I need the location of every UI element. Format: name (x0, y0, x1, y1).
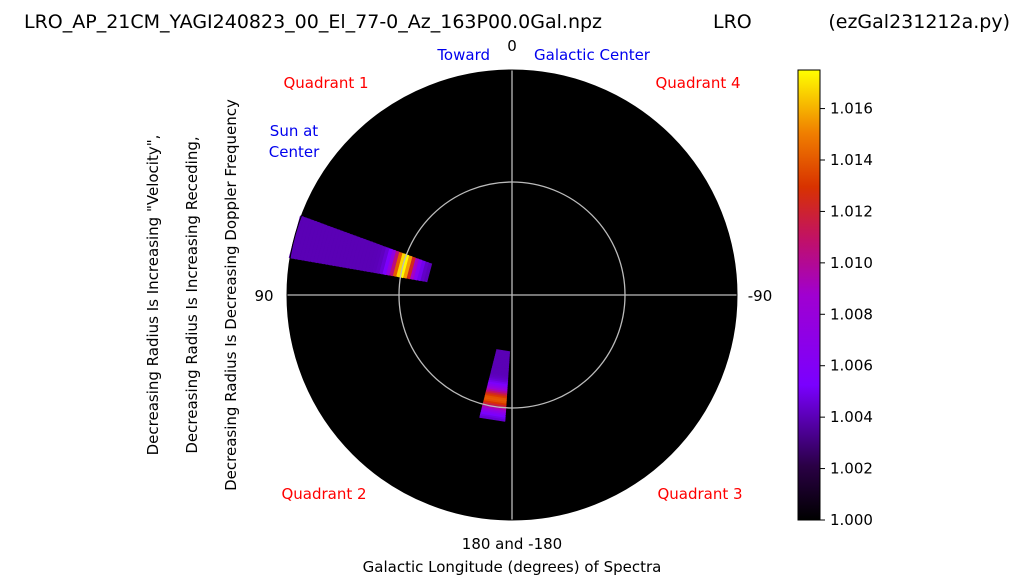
colorbar-tick-label: 1.010 (830, 254, 873, 272)
colorbar-tick-label: 1.016 (830, 100, 873, 118)
quadrant-1-label: Quadrant 1 (283, 74, 368, 92)
header-script: (ezGal231212a.py) (828, 11, 1010, 33)
spectrum-cell (479, 415, 506, 422)
quadrant-3-label: Quadrant 3 (657, 485, 742, 503)
ylabel-line-2: Decreasing Radius Is Increasing Receding… (183, 136, 201, 453)
sun-at-label: Sun at (270, 122, 318, 140)
colorbar-ticks: 1.016 1.014 1.012 1.010 1.008 1.006 1.004 1.002… (820, 100, 873, 529)
data-layer (288, 215, 511, 422)
xlabel: Galactic Longitude (degrees) of Spectra (363, 558, 662, 576)
angle-label-top: 0 (507, 37, 517, 55)
quadrant-2-label: Quadrant 2 (281, 485, 366, 503)
galactic-center-label: Galactic Center (534, 46, 651, 64)
center-label: Center (269, 143, 320, 161)
angle-label-left: 90 (254, 287, 273, 305)
colorbar-tick-label: 1.012 (830, 202, 873, 220)
polar-outline (286, 69, 738, 521)
header-filename: LRO_AP_21CM_YAGI240823_00_El_77-0_Az_163… (24, 11, 602, 33)
angle-label-bottom: 180 and -180 (462, 535, 562, 553)
header-site: LRO (713, 11, 752, 33)
colorbar-tick-label: 1.002 (830, 460, 873, 478)
colorbar-tick-label: 1.004 (830, 408, 873, 426)
colorbar-tick-label: 1.014 (830, 151, 873, 169)
angle-label-right: -90 (748, 287, 773, 305)
toward-label: Toward (436, 46, 490, 64)
colorbar-tick-label: 1.000 (830, 511, 873, 529)
ylabel-line-3: Decreasing Radius Is Decreasing Doppler … (222, 99, 240, 491)
ylabel-line-1: Decreasing Radius Is Increasing "Velocit… (144, 135, 162, 456)
colorbar-tick-label: 1.008 (830, 305, 873, 323)
colorbar-tick-label: 1.006 (830, 357, 873, 375)
colorbar (797, 69, 821, 521)
quadrant-4-label: Quadrant 4 (655, 74, 740, 92)
